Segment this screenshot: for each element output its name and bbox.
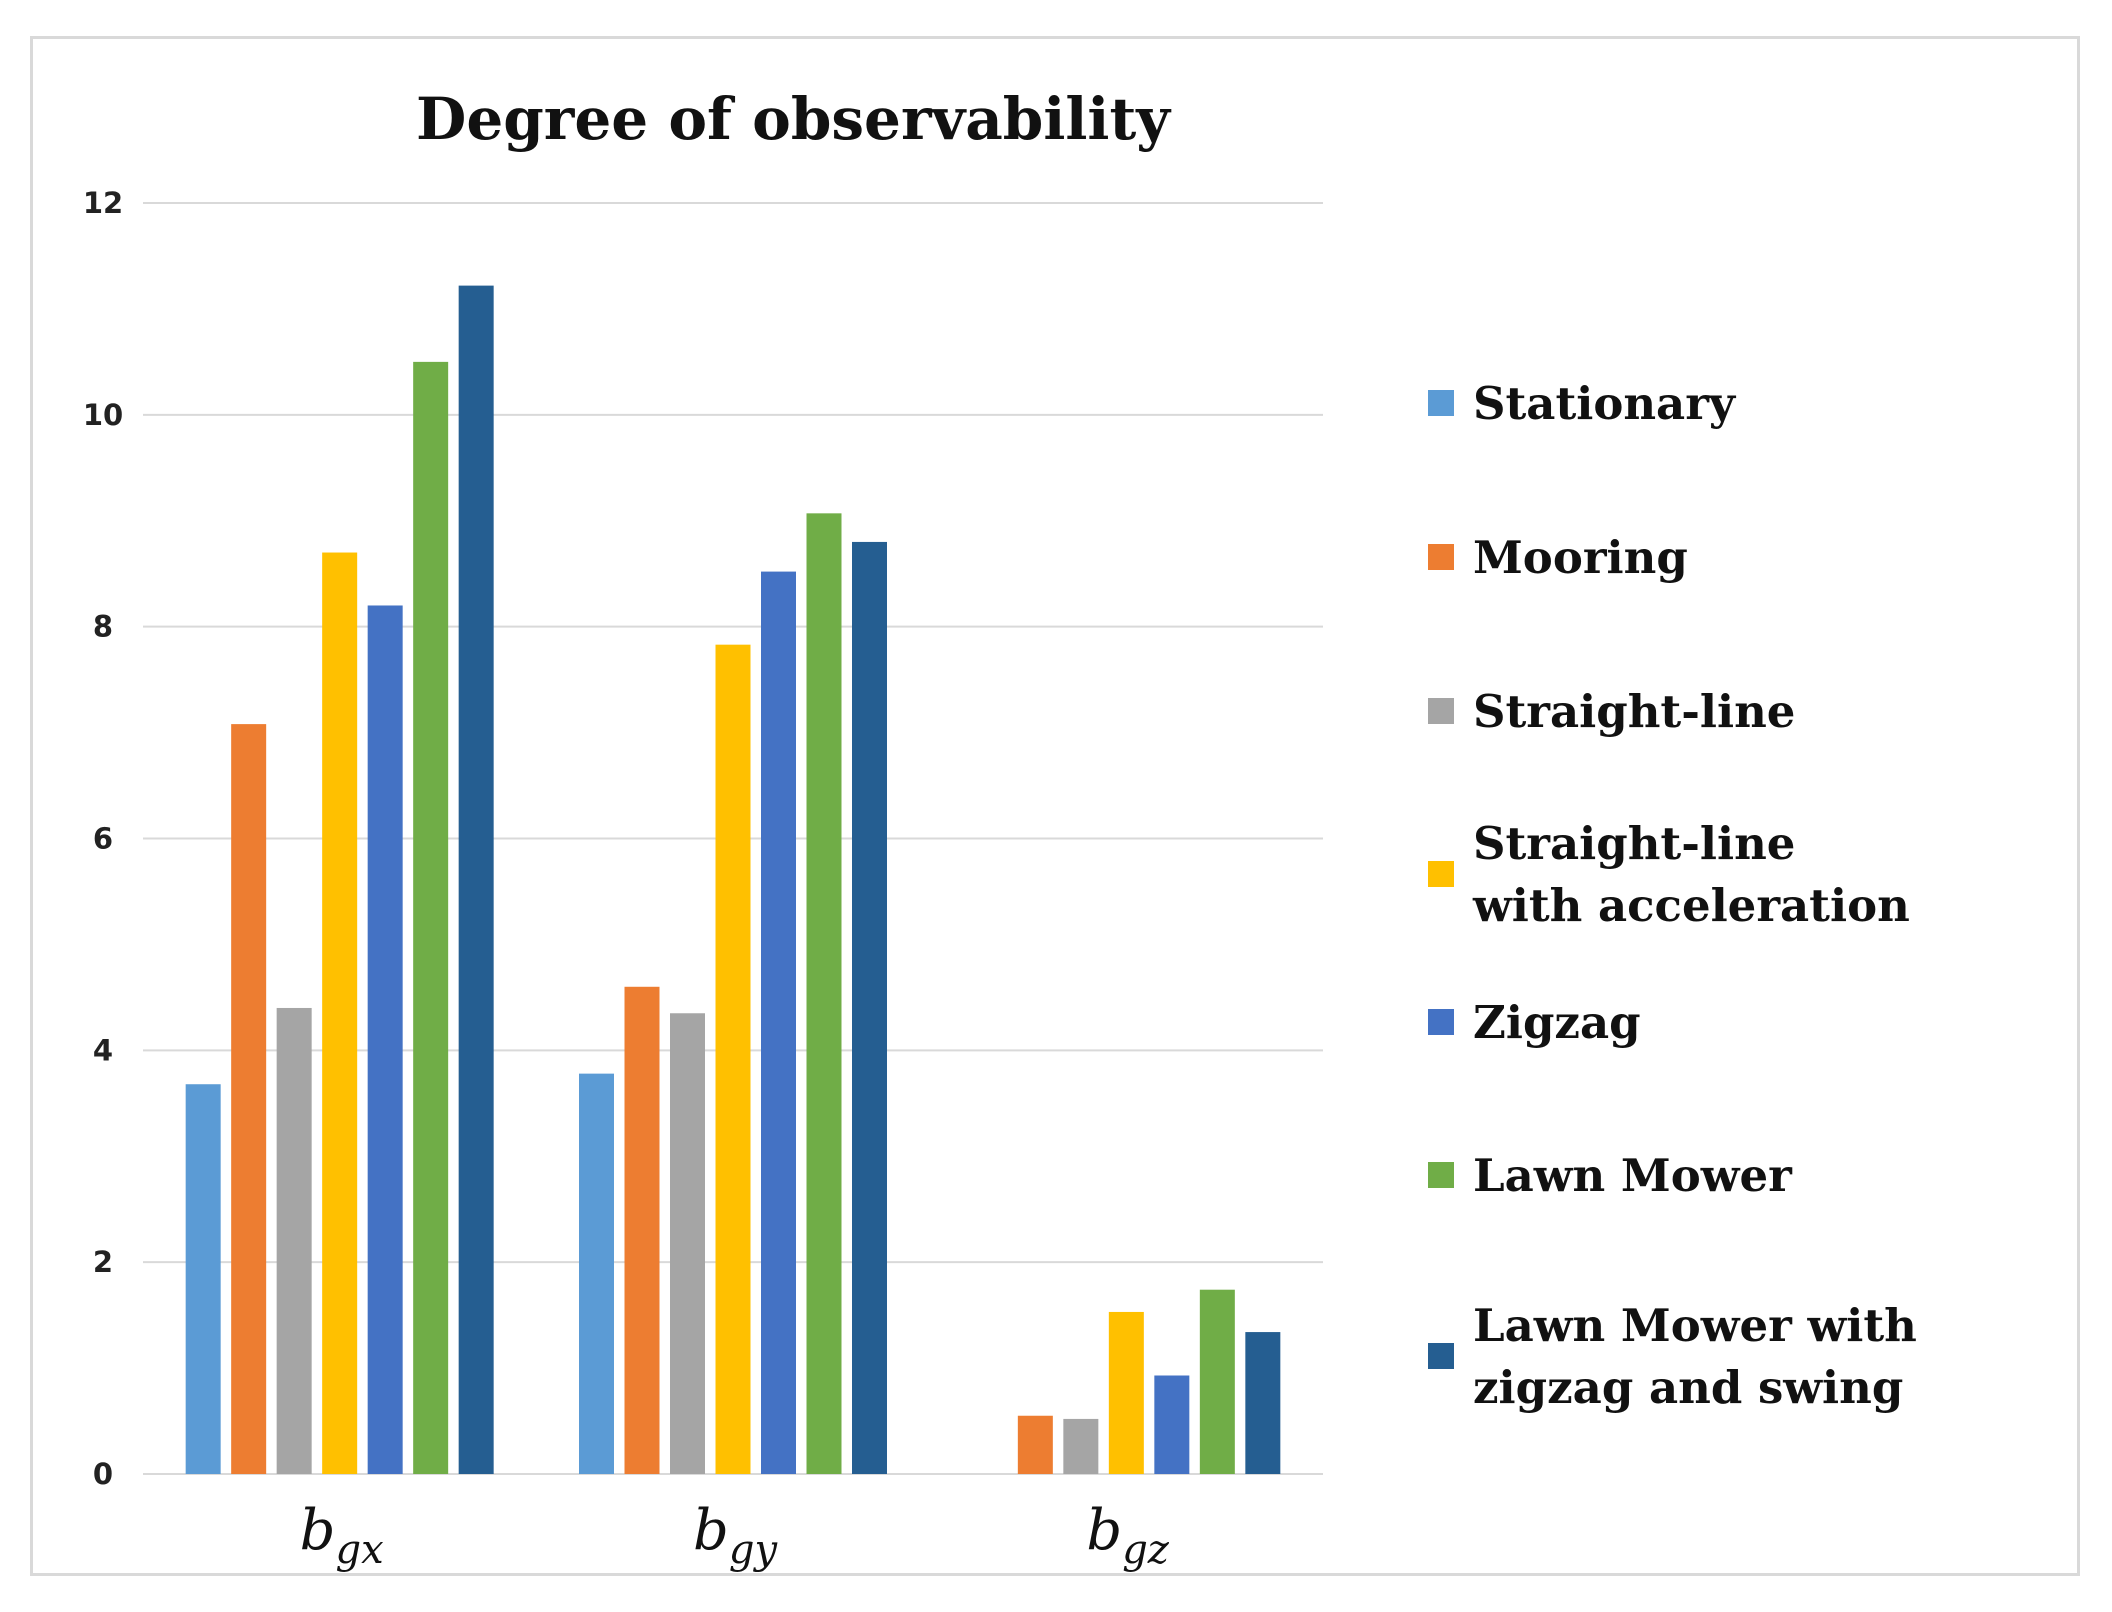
category-base: b (1086, 1498, 1122, 1563)
legend-swatch (1428, 544, 1454, 570)
legend-swatch (1428, 1343, 1454, 1369)
bar-straight-line-with-acceleration-2 (715, 644, 751, 1474)
bar-lawn-mower-with-zigzag-and-swing-2 (852, 541, 887, 1474)
bars (185, 285, 1281, 1474)
legend-swatch (1428, 698, 1454, 724)
legend-label: zigzag and swing (1473, 1361, 1903, 1414)
bar-mooring-2 (624, 986, 660, 1474)
y-tick-label: 0 (93, 1457, 113, 1491)
category-base: b (693, 1498, 729, 1563)
y-tick-label: 10 (83, 398, 123, 432)
x-category-label: bgy (693, 1498, 778, 1573)
bar-lawn-mower-1 (413, 361, 449, 1474)
legend-swatch (1428, 390, 1454, 416)
x-category-label: bgz (1086, 1498, 1169, 1573)
bar-mooring-1 (231, 724, 267, 1474)
y-tick-label: 2 (93, 1245, 113, 1279)
legend-label: Lawn Mower (1473, 1149, 1793, 1202)
bar-lawn-mower-with-zigzag-and-swing-1 (458, 285, 494, 1474)
bar-mooring-3 (1017, 1415, 1053, 1474)
legend-label: with acceleration (1472, 879, 1910, 932)
bar-straight-line-3 (1063, 1418, 1099, 1474)
category-subscript: gz (1122, 1527, 1170, 1573)
bar-straight-line-2 (670, 1013, 705, 1474)
legend-swatch (1428, 1009, 1454, 1035)
bar-stationary-1 (185, 1084, 221, 1474)
bar-lawn-mower-with-zigzag-and-swing-3 (1245, 1332, 1281, 1474)
legend-label: Lawn Mower with (1473, 1299, 1917, 1352)
bar-zigzag-3 (1154, 1375, 1190, 1474)
chart-title: Degree of observability (416, 85, 1172, 153)
bar-straight-line-1 (276, 1007, 312, 1474)
y-tick-label: 4 (93, 1033, 113, 1067)
bar-zigzag-1 (367, 605, 403, 1474)
category-subscript: gy (729, 1527, 779, 1573)
chart-frame: 0 2 4 6 8 10 12 bgx bgy bgz Stationary Mooring Str… (30, 36, 2080, 1576)
bar-straight-line-with-acceleration-3 (1108, 1311, 1144, 1474)
bar-lawn-mower-2 (806, 513, 842, 1474)
y-tick-label: 6 (93, 822, 113, 856)
bar-straight-line-with-acceleration-1 (322, 552, 358, 1474)
legend-swatch (1428, 861, 1454, 887)
legend: Stationary Mooring Straight-line Straight-l… (1428, 377, 1917, 1414)
legend-label: Stationary (1473, 377, 1737, 430)
category-subscript: gx (336, 1527, 384, 1573)
y-axis-ticks: 0 2 4 6 8 10 12 (83, 186, 123, 1491)
bar-lawn-mower-3 (1199, 1289, 1235, 1474)
category-base: b (300, 1498, 336, 1563)
legend-label: Mooring (1473, 531, 1688, 584)
legend-label: Straight-line (1473, 817, 1795, 870)
legend-label: Zigzag (1473, 996, 1641, 1049)
x-category-label: bgx (300, 1498, 384, 1573)
x-axis-categories: bgx bgy bgz (300, 1498, 1170, 1573)
bar-stationary-2 (579, 1073, 614, 1474)
y-tick-label: 8 (93, 610, 113, 644)
y-tick-label: 12 (83, 186, 123, 220)
legend-label: Straight-line (1473, 685, 1795, 738)
bar-zigzag-2 (761, 571, 796, 1474)
legend-swatch (1428, 1162, 1454, 1188)
